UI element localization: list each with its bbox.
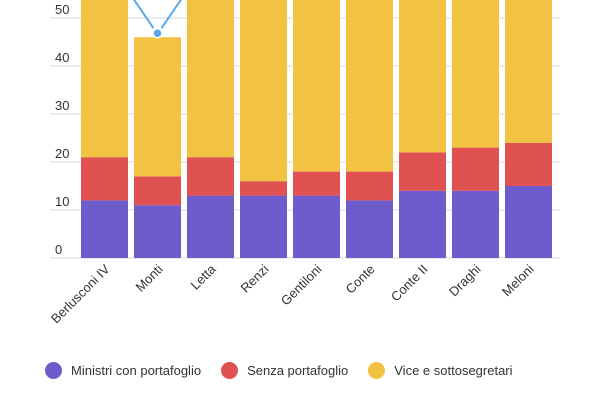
bar-segment[interactable] [346, 0, 393, 172]
x-tick-label: Letta [188, 261, 220, 293]
legend-swatch-ministri [45, 362, 62, 379]
legend-label-vice: Vice e sottosegretari [394, 363, 513, 378]
x-tick-label: Meloni [499, 261, 537, 299]
legend-swatch-vice [368, 362, 386, 379]
bar-segment[interactable] [399, 152, 446, 191]
bar-segment[interactable] [293, 171, 340, 196]
y-tick-label: 50 [55, 2, 69, 17]
bar-segment[interactable] [293, 0, 340, 172]
x-tick-label: Berlusconi IV [48, 261, 113, 326]
legend-label-senza-portafoglio: Senza portafoglio [247, 363, 349, 378]
bar-segment[interactable] [452, 147, 499, 191]
bar-segment[interactable] [187, 0, 234, 158]
y-tick-label: 10 [55, 194, 69, 209]
highlight-pointer [133, 0, 182, 29]
bar-group-monti [134, 37, 181, 258]
bar-segment[interactable] [399, 190, 446, 258]
bar-segment[interactable] [505, 0, 552, 143]
bar-segment[interactable] [81, 0, 128, 158]
bar-group-conte [346, 0, 393, 258]
bar-segment[interactable] [81, 200, 128, 258]
bar-segment[interactable] [505, 142, 552, 186]
legend-item-vice[interactable]: Vice e sottosegretari [368, 362, 513, 379]
bar-segment[interactable] [134, 205, 181, 258]
bar-group-berlusconi-iv [81, 0, 128, 258]
y-tick-label: 20 [55, 146, 69, 161]
bar-segment[interactable] [505, 186, 552, 258]
x-tick-label: Renzi [238, 261, 272, 295]
legend-item-senza-portafoglio[interactable]: Senza portafoglio [221, 362, 348, 379]
bar-segment[interactable] [187, 195, 234, 258]
bar-group-letta [187, 0, 234, 258]
bar-segment[interactable] [134, 176, 181, 206]
y-tick-label: 40 [55, 50, 69, 65]
bar-segment[interactable] [452, 0, 499, 148]
bar-segment[interactable] [81, 157, 128, 201]
bar-group-meloni [505, 0, 552, 258]
x-tick-label: Conte II [388, 262, 431, 305]
x-tick-label: Conte [342, 262, 377, 297]
bar-group-conte-ii [399, 0, 446, 258]
bar-group-draghi [452, 0, 499, 258]
bar-segment[interactable] [240, 0, 287, 182]
bar-segment[interactable] [134, 37, 181, 177]
legend-label-ministri: Ministri con portafoglio [71, 363, 202, 378]
chart-legend: Ministri con portafoglio Senza portafogl… [45, 362, 533, 379]
x-tick-label: Gentiloni [278, 261, 325, 308]
bar-segment[interactable] [187, 157, 234, 196]
legend-swatch-senza-portafoglio [221, 362, 239, 379]
bar-segment[interactable] [346, 171, 393, 201]
y-tick-label: 30 [55, 98, 69, 113]
bar-group-gentiloni [293, 0, 340, 258]
legend-item-ministri[interactable]: Ministri con portafoglio [45, 362, 201, 379]
bar-segment[interactable] [240, 195, 287, 258]
bar-segment[interactable] [240, 181, 287, 196]
highlight-dot[interactable] [152, 27, 163, 39]
bar-segment[interactable] [346, 200, 393, 258]
bar-segment[interactable] [399, 0, 446, 153]
y-tick-label: 0 [55, 242, 62, 257]
bar-group-renzi [240, 0, 287, 258]
bar-segment[interactable] [452, 190, 499, 258]
x-tick-label: Monti [133, 261, 166, 294]
x-tick-label: Draghi [446, 261, 484, 299]
bar-segment[interactable] [293, 195, 340, 258]
